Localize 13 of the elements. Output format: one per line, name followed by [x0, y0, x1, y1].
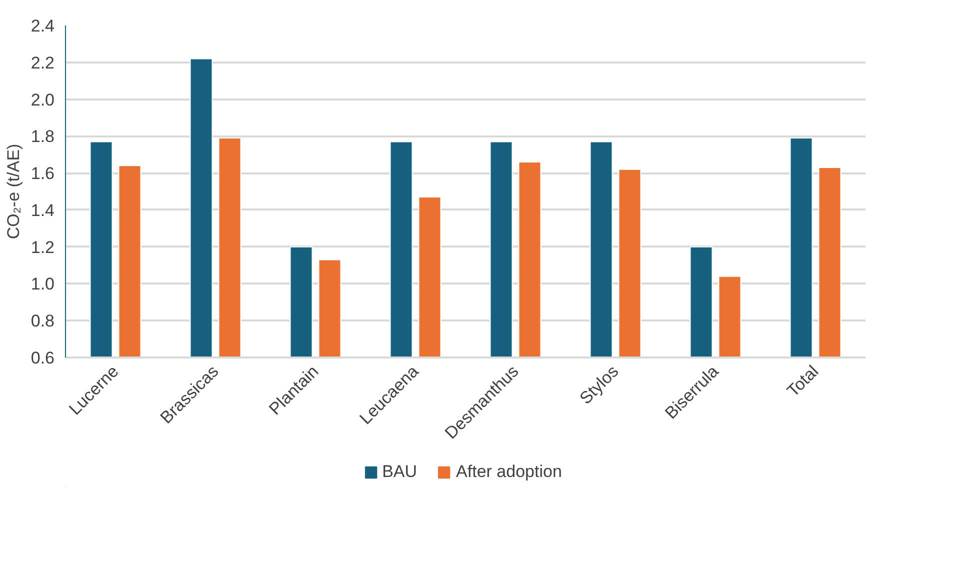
legend-label: After adoption	[456, 462, 562, 482]
y-tick-label: 0.8	[30, 312, 55, 331]
y-tick-label: 1.6	[30, 164, 55, 184]
y-tick-label: 1.4	[30, 200, 55, 220]
y-tick-label: 1.2	[30, 238, 55, 257]
y-tick-label: 0.6	[30, 348, 55, 368]
legend-label: BAU	[382, 462, 418, 482]
y-axis-title: CO₂-e (t/AE)	[4, 144, 23, 240]
y-tick-label: 1.0	[30, 274, 55, 294]
y-tick-label: 2.0	[30, 90, 55, 110]
y-tick-label: 2.2	[30, 53, 55, 72]
y-tick-label: 1.8	[30, 127, 55, 146]
y-tick-label: 2.4	[30, 16, 55, 36]
